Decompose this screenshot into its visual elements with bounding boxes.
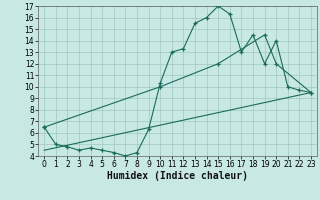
X-axis label: Humidex (Indice chaleur): Humidex (Indice chaleur) [107,171,248,181]
